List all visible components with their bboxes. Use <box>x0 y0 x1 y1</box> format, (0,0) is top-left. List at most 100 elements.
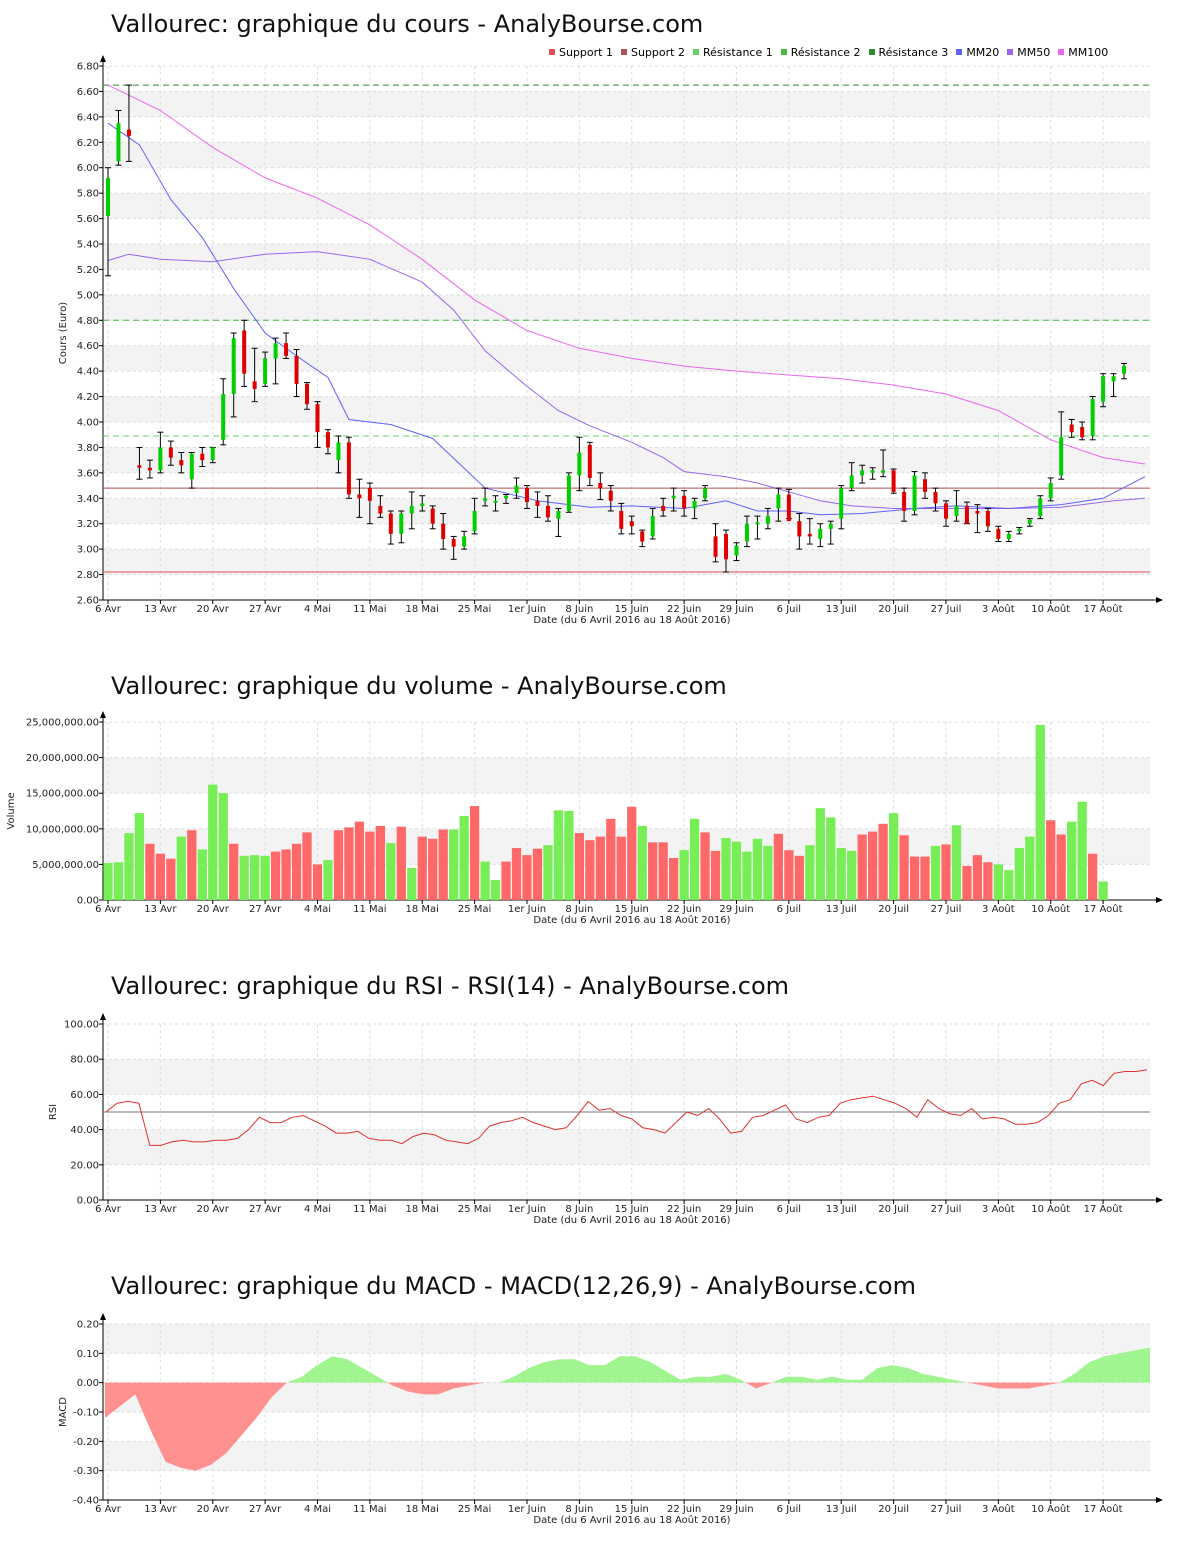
legend-item: Résistance 2 <box>780 46 861 59</box>
x-tick-label: 20 Juil <box>878 1504 909 1515</box>
volume-bar <box>480 861 490 900</box>
volume-bar <box>742 851 752 900</box>
candle-body <box>985 511 990 527</box>
x-tick-label: 13 Avr <box>144 1504 177 1515</box>
macd-positive-area <box>771 1365 969 1383</box>
macd-negative-area <box>746 1382 772 1389</box>
x-tick-label: 11 Mai <box>353 604 386 615</box>
x-tick-label: 25 Mai <box>458 904 491 915</box>
grid-stripe <box>103 91 1150 117</box>
x-tick-label: 6 Juil <box>777 604 801 615</box>
volume-bar <box>574 833 585 900</box>
grid-stripe <box>103 244 1150 270</box>
legend-label: Résistance 1 <box>702 45 773 59</box>
x-tick-label: 27 Avr <box>249 1204 282 1215</box>
volume-bar <box>218 793 228 900</box>
legend-swatch <box>692 49 699 55</box>
legend-item: Support 2 <box>620 45 685 59</box>
volume-bar <box>909 856 920 900</box>
volume-bar <box>281 849 291 900</box>
y-tick-label: 4.60 <box>77 341 99 352</box>
x-tick-label: 17 Août <box>1084 1503 1123 1515</box>
volume-panel: Vallourec: graphique du volume - AnalyBo… <box>0 660 1200 940</box>
candle-body <box>483 498 488 501</box>
volume-bar <box>1067 821 1077 900</box>
volume-bar <box>993 864 1003 900</box>
candle-body <box>189 453 194 480</box>
x-tick-label: 20 Juil <box>878 1204 909 1215</box>
x-tick-label: 8 Juin <box>565 1204 593 1215</box>
grid-stripe <box>103 549 1150 575</box>
macd-negative-area <box>105 1382 287 1471</box>
volume-bar <box>134 813 145 900</box>
y-tick-label: 20.00 <box>70 1160 99 1171</box>
x-tick-label: 4 Mai <box>304 1204 331 1215</box>
price-panel: Vallourec: graphique du cours - AnalyBou… <box>0 0 1200 640</box>
x-tick-label: 8 Juin <box>565 1504 593 1515</box>
volume-bar <box>176 836 186 900</box>
candle-body <box>378 505 383 514</box>
x-tick-label: 15 Juin <box>615 1204 649 1215</box>
y-tick-label: 6.60 <box>77 87 99 98</box>
y-tick-label: -0.10 <box>73 1408 99 1419</box>
y-tick-label: 60.00 <box>70 1090 99 1101</box>
volume-bar <box>113 862 124 900</box>
y-tick-label: 6.80 <box>77 62 99 73</box>
candle-body <box>744 523 749 542</box>
volume-bar <box>668 857 679 900</box>
candle-body <box>661 505 666 511</box>
candle-body <box>818 528 823 539</box>
mm50-line <box>107 251 1146 509</box>
grid-stripe <box>103 828 1150 865</box>
candle-body <box>357 494 362 499</box>
candle-body <box>284 343 289 356</box>
volume-bar <box>627 806 637 900</box>
candle-body <box>713 536 718 557</box>
candle-body <box>839 488 844 519</box>
volume-chart-title: Vallourec: graphique du volume - AnalyBo… <box>111 672 727 700</box>
y-tick-label: 0.00 <box>77 896 99 907</box>
x-tick-label: 11 Mai <box>353 1204 386 1215</box>
y-tick-label: 6.00 <box>77 163 99 174</box>
macd-positive-area <box>483 1356 747 1383</box>
x-tick-label: 3 Août <box>982 603 1015 615</box>
x-tick-label: 22 Juin <box>667 604 701 615</box>
grid-stripe <box>103 1324 1150 1354</box>
candle-body <box>1048 483 1053 499</box>
x-axis-title: Date (du 6 Avril 2016 au 18 Août 2016) <box>533 1214 730 1226</box>
legend-label: Support 2 <box>630 45 685 59</box>
volume-bar <box>302 832 312 900</box>
candle-body <box>409 505 414 514</box>
volume-bar <box>260 855 270 900</box>
volume-bar <box>145 843 155 900</box>
volume-bar <box>847 850 857 900</box>
volume-bar <box>417 836 427 900</box>
candle-body <box>807 533 812 537</box>
x-tick-label: 27 Avr <box>249 904 282 915</box>
volume-bar <box>679 850 689 900</box>
x-tick-label: 6 Avr <box>95 1204 122 1215</box>
x-tick-label: 29 Juin <box>719 604 753 615</box>
volume-bar <box>941 844 951 900</box>
candle-body <box>933 491 938 504</box>
volume-bar <box>354 821 365 900</box>
volume-bar <box>543 845 553 900</box>
volume-bar <box>564 811 574 900</box>
candle-body <box>1090 399 1095 436</box>
y-tick-label: 10,000,000.00 <box>26 824 99 835</box>
volume-bar <box>700 832 710 900</box>
x-tick-label: 10 Août <box>1031 1503 1070 1515</box>
x-tick-label: 4 Mai <box>304 904 331 915</box>
x-tick-label: 1er Juin <box>508 604 546 615</box>
legend-item: MM100 <box>1058 46 1108 59</box>
volume-bar <box>1056 834 1066 900</box>
volume-bar <box>323 860 333 900</box>
x-tick-label: 17 Août <box>1084 1203 1123 1215</box>
candle-body <box>786 494 791 522</box>
volume-bar <box>962 865 972 900</box>
x-tick-label: 1er Juin <box>508 904 546 915</box>
candle-body <box>996 528 1001 539</box>
candle-body <box>420 503 425 506</box>
x-tick-label: 27 Avr <box>249 604 282 615</box>
y-tick-label: 5.40 <box>77 240 99 251</box>
